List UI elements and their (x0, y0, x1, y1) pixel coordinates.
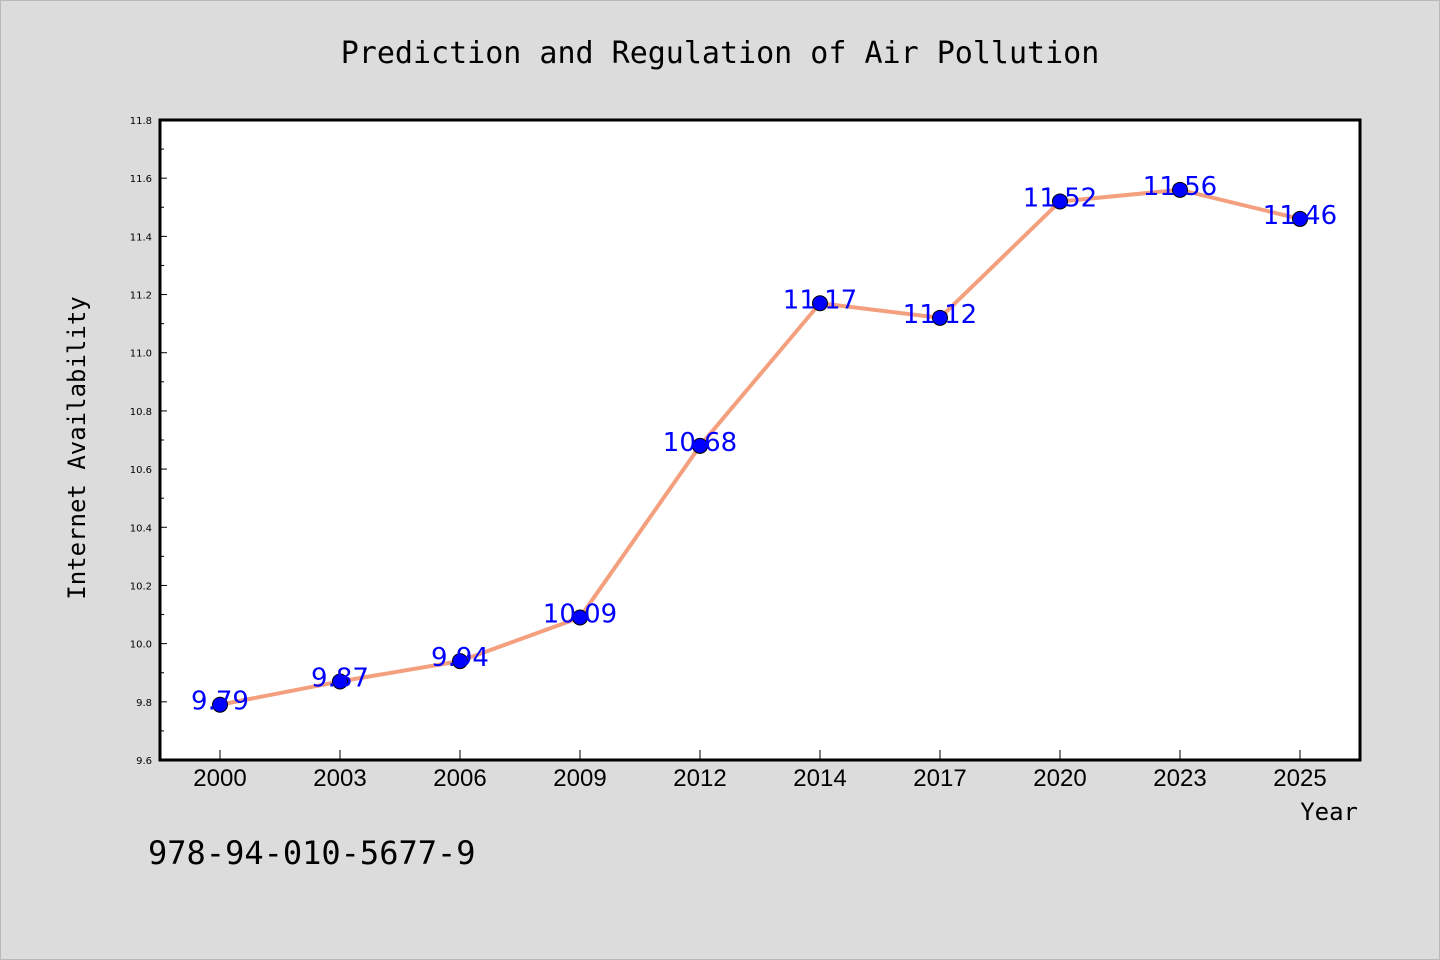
data-labels: 9.79 9.87 9.94 10.09 10.68 11.17 11.12 11.52 11.… (191, 172, 1337, 717)
x-tick-label: 2017 (913, 765, 966, 792)
y-tick-label: 9.8 (136, 698, 152, 709)
series-line-group (219, 187, 1301, 707)
plot-area (158, 118, 1362, 762)
x-tick-label: 2023 (1153, 765, 1206, 792)
y-tick-label: 11.0 (130, 349, 152, 360)
y-tick-label: 10.0 (130, 640, 152, 651)
data-point (212, 696, 228, 713)
data-point (812, 295, 828, 312)
data-label: 10.68 (663, 428, 737, 458)
data-label: 9.94 (431, 643, 489, 673)
data-markers (212, 181, 1308, 713)
y-axis: 9.6 9.8 10.0 10.2 10.4 10.6 10.8 11.0 11.2 11.4 11… (130, 116, 167, 767)
data-point (1052, 193, 1068, 210)
y-tick-label: 10.6 (130, 465, 152, 476)
y-tick-label: 11.8 (130, 116, 152, 127)
data-label: 9.87 (311, 663, 369, 693)
y-tick-label: 10.4 (130, 523, 152, 534)
data-label: 11.46 (1263, 201, 1337, 231)
data-point (452, 653, 468, 670)
x-tick-label: 2009 (553, 765, 606, 792)
x-tick-label: 2020 (1033, 765, 1086, 792)
data-label: 11.12 (903, 300, 977, 330)
data-point (932, 309, 948, 326)
x-tick-label: 2025 (1273, 765, 1326, 792)
x-tick-label: 2012 (673, 765, 726, 792)
y-axis-label: Internet Availability (63, 296, 91, 599)
data-point (1172, 181, 1188, 198)
x-axis-label: Year (1300, 798, 1358, 826)
y-tick-label: 11.4 (130, 232, 152, 243)
data-point (1292, 210, 1308, 227)
y-tick-label: 11.6 (130, 174, 152, 185)
y-tick-label: 10.2 (130, 581, 152, 592)
data-point (572, 609, 588, 626)
x-tick-label: 2014 (793, 765, 846, 792)
series-line (219, 187, 1301, 707)
chart-title: Prediction and Regulation of Air Polluti… (341, 36, 1100, 71)
data-label: 11.17 (783, 285, 857, 315)
data-label: 9.79 (191, 687, 249, 717)
x-tick-label: 2000 (193, 765, 246, 792)
x-tick-label: 2006 (433, 765, 486, 792)
data-point (332, 673, 348, 690)
data-label: 11.56 (1143, 172, 1217, 202)
y-tick-label: 9.6 (136, 756, 152, 767)
y-tick-label: 10.8 (130, 407, 152, 418)
data-label: 10.09 (543, 599, 617, 629)
x-axis: 2000 2003 2006 2009 2012 2014 2017 2020 2023 2025 (193, 750, 1327, 792)
x-tick-label: 2003 (313, 765, 366, 792)
data-label: 11.52 (1023, 183, 1097, 213)
footnote-isbn: 978-94-010-5677-9 (148, 834, 476, 872)
y-tick-label: 11.2 (130, 291, 152, 302)
data-point (692, 437, 708, 454)
